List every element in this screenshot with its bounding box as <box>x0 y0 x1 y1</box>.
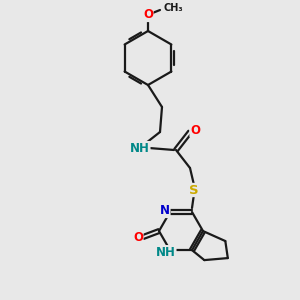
Text: O: O <box>190 124 200 136</box>
Text: NH: NH <box>156 246 176 259</box>
Text: CH₃: CH₃ <box>164 3 184 13</box>
Text: NH: NH <box>130 142 150 154</box>
Text: O: O <box>133 231 143 244</box>
Text: O: O <box>143 8 153 22</box>
Text: S: S <box>189 184 199 196</box>
Text: N: N <box>160 205 170 218</box>
